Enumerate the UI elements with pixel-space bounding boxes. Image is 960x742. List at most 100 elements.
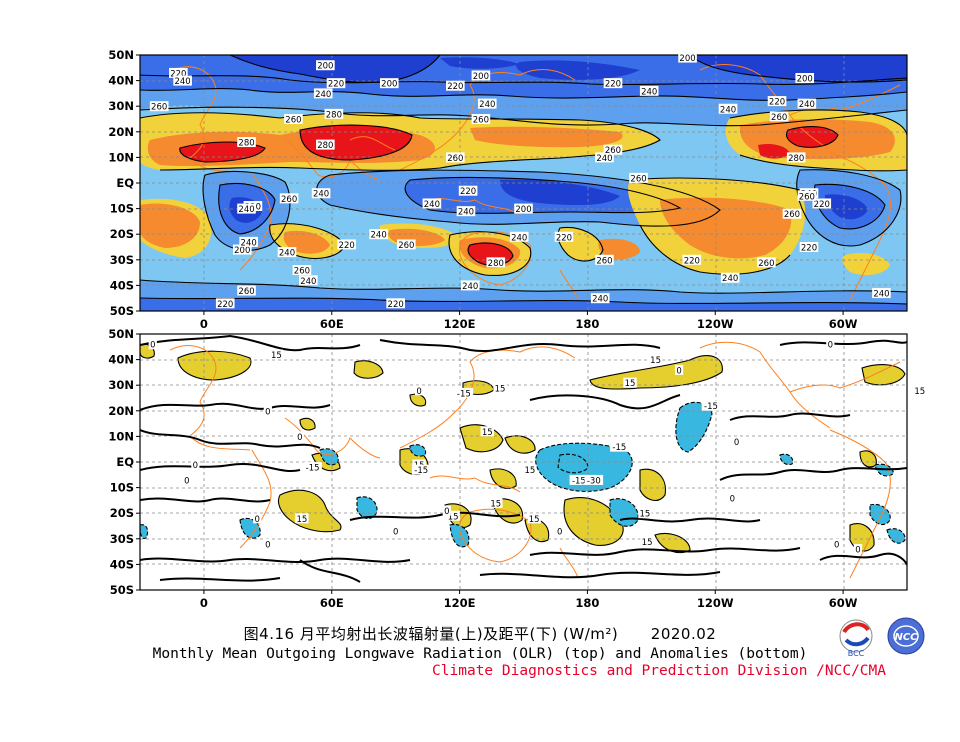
- contour-label: 240: [238, 205, 254, 215]
- contour-label: 220: [556, 233, 572, 243]
- contour-label: 200: [797, 75, 813, 85]
- lat-label: EQ: [116, 176, 134, 190]
- contour-label: 0: [184, 476, 189, 486]
- contour-label: 240: [641, 87, 657, 97]
- contour-label: 0: [734, 438, 739, 448]
- contour-label: 260: [398, 241, 414, 251]
- contour-label-box: [826, 339, 835, 350]
- contour-label-box: [232, 244, 252, 255]
- contour-label: -15: [572, 476, 586, 486]
- top-sh-atl-o: [140, 203, 200, 248]
- lat-label: 50N: [108, 48, 134, 62]
- bottom-negative-areas: [140, 401, 906, 548]
- contour-label-box: [369, 229, 388, 240]
- contour-label-box: [182, 474, 191, 485]
- contour-label-box: [316, 60, 335, 71]
- contour-label: 15: [625, 379, 636, 389]
- lon-label: 120W: [697, 596, 734, 610]
- contour-label: 240: [479, 100, 495, 110]
- contour-label-box: [442, 505, 451, 516]
- contour-label-box: [682, 254, 702, 265]
- lat-label: 10N: [108, 150, 134, 164]
- contour-label: 240: [174, 77, 190, 87]
- contour-label: 15: [490, 499, 501, 509]
- contour-label-box: [523, 464, 537, 475]
- lat-label: 20S: [110, 227, 134, 241]
- contour-label-box: [379, 78, 399, 89]
- bottom-contour-labels: 15151515-15-151515-151515-15-30-15151515…: [148, 339, 927, 556]
- contour-label: 0: [444, 507, 449, 517]
- lat-label: 40N: [108, 74, 134, 88]
- contour-label: 260: [447, 154, 463, 164]
- top-indo-200: [500, 179, 620, 206]
- top-arabia-red: [300, 125, 412, 160]
- lat-label: 50N: [108, 327, 134, 341]
- contour-label: 280: [326, 110, 342, 120]
- contour-label-box: [269, 349, 284, 360]
- contour-label-box: [311, 188, 331, 199]
- contour-label-box: [191, 459, 200, 470]
- contour-label: 0: [676, 366, 681, 376]
- contour-label-box: [397, 239, 416, 250]
- contour-label: 220: [339, 241, 355, 251]
- contour-label-box: [569, 474, 589, 485]
- contour-label: 200: [515, 205, 531, 215]
- contour-label-box: [674, 364, 684, 375]
- contour-label-box: [797, 98, 817, 109]
- contour-label: 260: [285, 116, 301, 126]
- logos: BCC NCC: [839, 617, 925, 658]
- contour-label-box: [422, 198, 442, 209]
- contour-label-box: [295, 431, 304, 442]
- contour-label-box: [237, 137, 256, 148]
- contour-label-box: [415, 385, 424, 396]
- contour-label: 0: [557, 528, 562, 538]
- contour-label-box: [446, 80, 465, 91]
- contour-label-box: [237, 285, 256, 296]
- contour-label: 200: [381, 80, 397, 90]
- lat-label: 40S: [110, 278, 134, 292]
- contour-label: 15: [297, 515, 308, 525]
- contour-label: -15: [704, 402, 718, 412]
- contour-label: 0: [193, 461, 198, 471]
- contour-label: -30: [587, 476, 601, 486]
- bottom-zero-contours: [140, 334, 907, 583]
- lat-label: 10S: [110, 481, 134, 495]
- contour-label-box: [639, 85, 659, 96]
- contour-label-box: [458, 185, 478, 196]
- contour-label-box: [678, 52, 697, 63]
- lon-label: 120W: [697, 317, 734, 331]
- contour-label: 0: [265, 407, 270, 417]
- contour-label: 0: [297, 433, 302, 443]
- contour-label: 280: [317, 141, 333, 151]
- caption-cn-title: 图4.16 月平均射出长波辐射量(上)及距平(下) (W/m²): [243, 625, 619, 643]
- figure-caption-cn: 图4.16 月平均射出长波辐射量(上)及距平(下) (W/m²) 2020.02: [0, 623, 960, 644]
- bcc-logo: BCC: [839, 619, 873, 658]
- lat-label: 20N: [108, 404, 134, 418]
- contour-label: 0: [265, 540, 270, 550]
- figure-caption-en: Monthly Mean Outgoing Longwave Radiation…: [152, 646, 808, 662]
- lon-label: 120E: [444, 596, 476, 610]
- contour-label-box: [239, 236, 258, 247]
- contour-label: 260: [771, 113, 787, 123]
- contour-label-box: [786, 152, 806, 163]
- contour-label-box: [486, 257, 506, 268]
- lat-label: 30S: [110, 253, 134, 267]
- lat-label: 30S: [110, 532, 134, 546]
- contour-label-box: [477, 98, 497, 109]
- contour-label-box: [554, 231, 574, 242]
- contour-label-box: [456, 206, 476, 217]
- contour-label: 15: [482, 428, 493, 438]
- svg-text:NCC: NCC: [894, 632, 918, 643]
- contour-label: 260: [281, 195, 297, 205]
- top-carib-red2: [758, 144, 790, 159]
- contour-label: 220: [170, 69, 186, 79]
- contour-label-box: [493, 382, 507, 393]
- contour-label: 200: [234, 246, 250, 256]
- contour-label-box: [215, 298, 235, 309]
- lon-label: 0: [200, 596, 208, 610]
- lon-label: 60E: [320, 317, 344, 331]
- contour-label: 260: [151, 103, 167, 113]
- contour-label: 240: [241, 238, 257, 248]
- contour-label-box: [237, 203, 256, 214]
